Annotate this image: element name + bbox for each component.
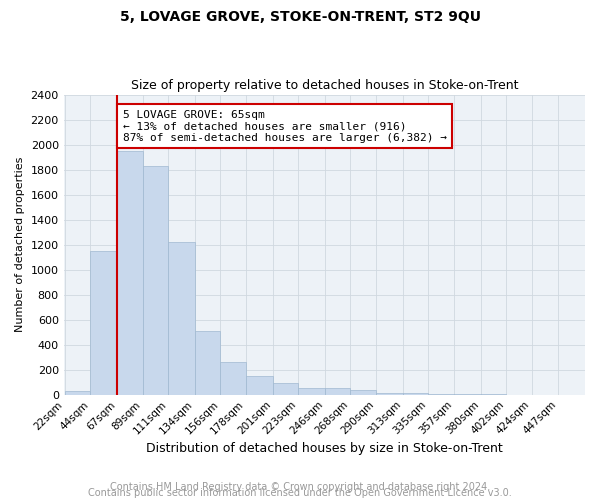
Bar <box>298 388 325 394</box>
Bar <box>91 251 117 394</box>
Bar <box>168 242 195 394</box>
Bar <box>272 384 298 394</box>
Bar <box>376 393 403 394</box>
Y-axis label: Number of detached properties: Number of detached properties <box>15 157 25 332</box>
Bar <box>195 331 220 394</box>
Bar <box>350 390 376 394</box>
Bar <box>143 166 168 394</box>
Text: Contains HM Land Registry data © Crown copyright and database right 2024.: Contains HM Land Registry data © Crown c… <box>110 482 490 492</box>
Title: Size of property relative to detached houses in Stoke-on-Trent: Size of property relative to detached ho… <box>131 79 518 92</box>
X-axis label: Distribution of detached houses by size in Stoke-on-Trent: Distribution of detached houses by size … <box>146 442 503 455</box>
Bar <box>117 151 143 394</box>
Text: 5 LOVAGE GROVE: 65sqm
← 13% of detached houses are smaller (916)
87% of semi-det: 5 LOVAGE GROVE: 65sqm ← 13% of detached … <box>123 110 447 143</box>
Bar <box>220 362 246 394</box>
Text: Contains public sector information licensed under the Open Government Licence v3: Contains public sector information licen… <box>88 488 512 498</box>
Bar <box>65 391 91 394</box>
Bar <box>246 376 272 394</box>
Text: 5, LOVAGE GROVE, STOKE-ON-TRENT, ST2 9QU: 5, LOVAGE GROVE, STOKE-ON-TRENT, ST2 9QU <box>119 10 481 24</box>
Bar <box>325 388 350 394</box>
